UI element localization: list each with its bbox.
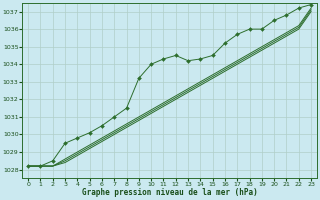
- X-axis label: Graphe pression niveau de la mer (hPa): Graphe pression niveau de la mer (hPa): [82, 188, 258, 197]
